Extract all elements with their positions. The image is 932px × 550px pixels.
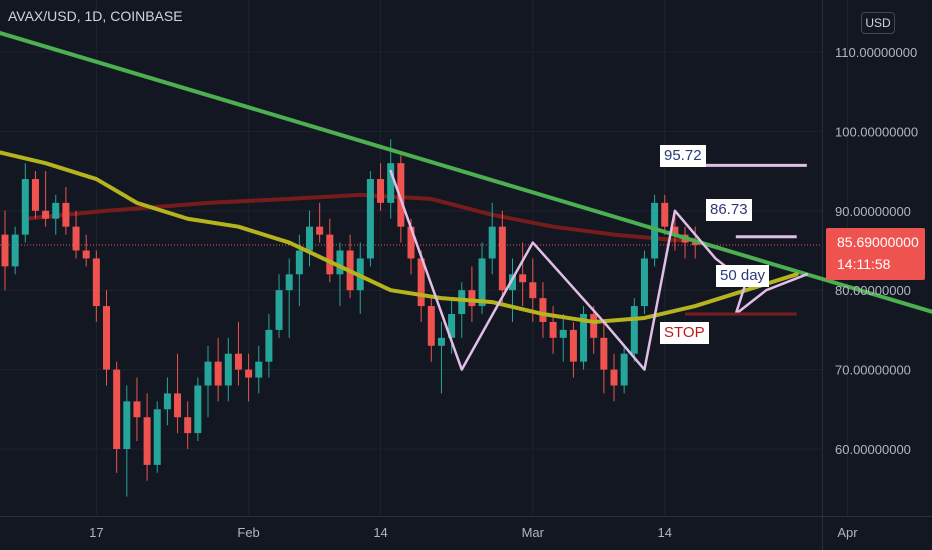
level-label-86-73: 86.73 [706,199,752,221]
candle-body [448,314,456,338]
candle-body [31,179,39,211]
time-tick-label: 17 [89,525,103,540]
candle-body [397,163,405,227]
candle-body [640,258,648,307]
candle-body [620,353,628,386]
candle-body [549,321,557,338]
pattern-line [389,169,809,371]
time-tick-label: 14 [658,525,672,540]
ma50-line [0,150,799,324]
price-tick-label: 90.00000000 [835,204,911,219]
time-tick-label: Mar [522,525,545,540]
candle-body [224,353,232,386]
candle-body [11,234,19,267]
candle-body [163,393,171,410]
candle-body [569,329,577,362]
candle-body [316,226,324,235]
candle-body [580,314,588,362]
candle-body [52,202,60,219]
price-tick-label: 100.00000000 [835,124,918,139]
stop-label: STOP [660,322,709,344]
candle-body [366,179,374,259]
candle-body [295,250,303,275]
candle-body [630,306,638,354]
candle-body [387,163,395,203]
candle-body [488,226,496,259]
candle-body [194,385,202,434]
price-tick-label: 110.00000000 [835,45,917,60]
candle-body [407,226,415,259]
candle-body [600,337,608,370]
candle-body [62,202,70,227]
candle-body [285,274,293,291]
price-tick-label: 80.00000000 [835,283,911,298]
candle-body [509,274,516,291]
candle-body [336,250,344,275]
candle-body [82,250,90,259]
candle-body [42,210,50,219]
candle-body [590,314,598,338]
candle-body [539,298,547,322]
symbol-name: AVAX/USD [8,8,77,24]
candle-body [610,369,618,386]
interval: 1D [77,8,103,24]
candle-body [478,258,486,307]
candle-body [559,329,567,338]
candle-body [468,290,476,307]
last-price-tag: 85.69000000 14:11:58 [826,228,925,280]
candle-body [671,226,679,235]
candle-body [133,401,141,418]
candle-body [92,258,100,307]
exchange: COINBASE [102,8,182,24]
price-tick-label: 70.00000000 [835,363,911,378]
candle-body [275,290,283,330]
ma-label-50-day: 50 day [716,265,770,287]
candle-body [691,242,699,246]
level-label-95-72: 95.72 [660,145,706,167]
time-tick-label: 14 [373,525,387,540]
candle-body [427,306,435,346]
candle-body [519,274,527,283]
candle-body [661,202,669,227]
candle-body [417,258,425,307]
time-tick-label: Apr [837,525,858,540]
candle-body [326,234,334,275]
candle-body [204,361,212,386]
candle-body [265,329,273,362]
candle-body [214,361,222,386]
candle-body [72,226,80,251]
last-price-value: 85.69000000 [837,234,919,250]
candle-body [1,234,9,267]
candle-body [143,417,151,465]
candle-body [123,401,131,449]
ma200-line [23,192,698,243]
candle-body [21,179,29,235]
candle-body [245,369,253,378]
candle-body [153,409,161,465]
candle-body [458,290,466,315]
candle-body [234,353,242,370]
candle-body [306,226,313,251]
candle-body [377,179,385,203]
candle-body [103,306,110,370]
currency-button[interactable]: USD [861,12,895,34]
symbol-header: AVAX/USD1DCOINBASE [8,8,183,24]
candle-body [529,282,537,299]
time-tick-label: Feb [237,525,259,540]
candle-body [113,369,121,449]
candle-body [498,226,506,291]
price-tick-label: 60.00000000 [835,442,911,457]
candle-body [174,393,182,418]
candle-body [255,361,263,378]
bar-countdown: 14:11:58 [837,256,891,272]
candle-body [184,417,192,434]
candle-body [437,337,445,346]
